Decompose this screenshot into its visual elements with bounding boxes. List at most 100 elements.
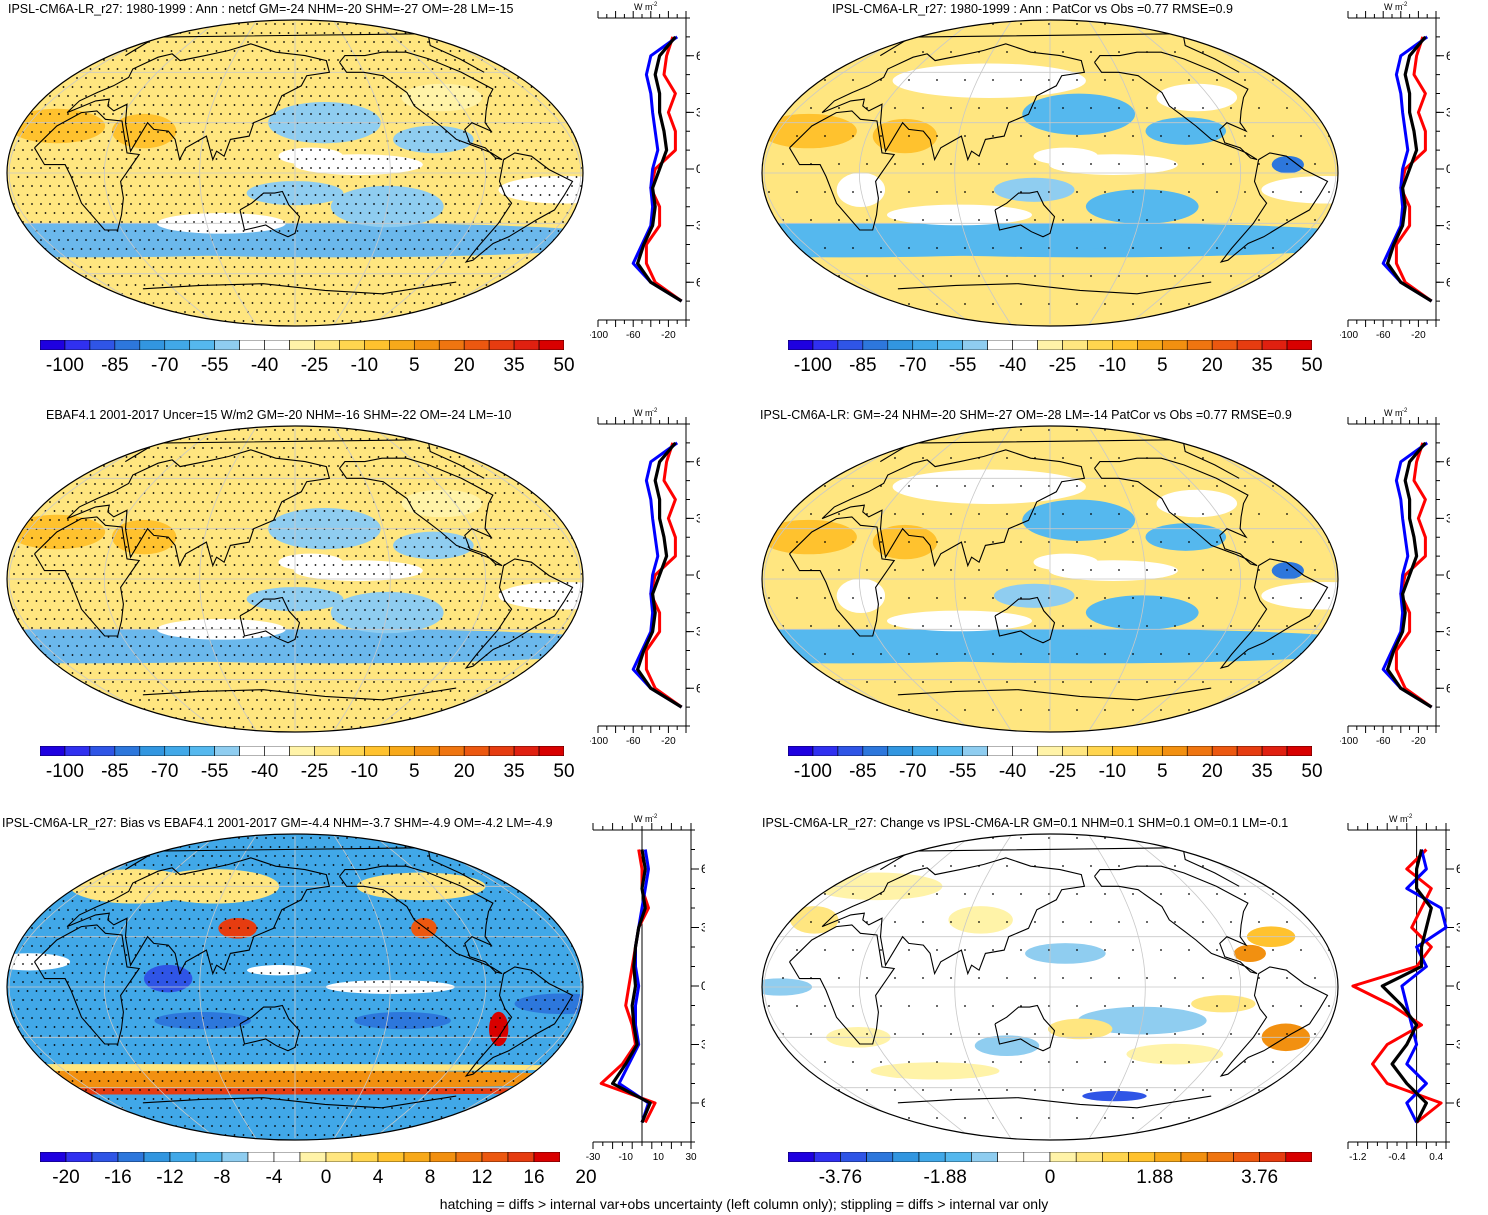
stipple-dot bbox=[1258, 219, 1260, 221]
stipple-dot bbox=[193, 23, 195, 25]
stipple-dot bbox=[377, 302, 380, 304]
stipple-dot bbox=[346, 77, 348, 79]
stipple-dot bbox=[768, 23, 770, 25]
stipple-dot bbox=[866, 163, 868, 165]
colorbar-tick-label: 5 bbox=[1156, 355, 1168, 376]
stipple-dot bbox=[238, 275, 240, 277]
stipple-dot bbox=[35, 158, 38, 160]
stipple-dot bbox=[355, 77, 357, 79]
stipple-dot bbox=[350, 438, 353, 440]
stipple-dot bbox=[116, 68, 119, 70]
stipple-dot bbox=[265, 257, 267, 259]
stipple-dot bbox=[355, 501, 357, 503]
stipple-dot bbox=[539, 104, 542, 106]
stipple-dot bbox=[224, 212, 227, 214]
stipple-dot bbox=[400, 573, 402, 575]
stipple-dot bbox=[13, 699, 15, 701]
stipple-dot bbox=[964, 79, 966, 81]
stipple-dot bbox=[31, 537, 33, 539]
stipple-dot bbox=[247, 501, 249, 503]
stipple-dot bbox=[296, 158, 299, 160]
stipple-dot bbox=[476, 86, 479, 88]
longitude-line bbox=[413, 21, 582, 325]
stipple-dot bbox=[139, 447, 141, 449]
stipple-dot bbox=[148, 717, 150, 719]
stipple-dot bbox=[436, 59, 438, 61]
stipple-dot bbox=[359, 230, 362, 232]
stipple-dot bbox=[22, 23, 24, 25]
field-contour bbox=[401, 83, 483, 112]
stipple-dot bbox=[22, 501, 24, 503]
stipple-dot bbox=[197, 212, 200, 214]
stipple-dot bbox=[422, 284, 425, 286]
stipple-dot bbox=[278, 492, 281, 494]
stipple-dot bbox=[355, 483, 357, 485]
lat-label: 60N bbox=[696, 49, 700, 63]
stipple-dot bbox=[1146, 219, 1148, 221]
stipple-dot bbox=[346, 221, 348, 223]
stipple-dot bbox=[130, 41, 132, 43]
stipple-dot bbox=[116, 474, 119, 476]
stipple-dot bbox=[575, 528, 578, 530]
stipple-dot bbox=[31, 699, 33, 701]
stipple-dot bbox=[377, 708, 380, 710]
stipple-dot bbox=[517, 239, 519, 241]
stipple-dot bbox=[247, 573, 249, 575]
stipple-dot bbox=[530, 708, 533, 710]
stipple-dot bbox=[1104, 247, 1106, 249]
stipple-dot bbox=[517, 23, 519, 25]
stipple-dot bbox=[539, 438, 542, 440]
stipple-dot bbox=[481, 663, 483, 665]
stipple-dot bbox=[310, 681, 312, 683]
stipple-dot bbox=[112, 555, 114, 557]
stipple-dot bbox=[53, 546, 56, 548]
stipple-dot bbox=[449, 438, 452, 440]
stipple-dot bbox=[31, 131, 33, 133]
stipple-dot bbox=[40, 239, 42, 241]
stipple-dot bbox=[260, 230, 263, 232]
stipple-dot bbox=[458, 438, 461, 440]
stipple-dot bbox=[548, 726, 551, 728]
stipple-dot bbox=[202, 23, 204, 25]
stipple-dot bbox=[265, 681, 267, 683]
stipple-dot bbox=[44, 266, 47, 268]
stipple-dot bbox=[499, 59, 501, 61]
stipple-dot bbox=[152, 320, 155, 322]
stipple-dot bbox=[251, 654, 254, 656]
stipple-dot bbox=[98, 636, 101, 638]
stipple-dot bbox=[310, 501, 312, 503]
stipple-dot bbox=[161, 672, 164, 674]
stipple-dot bbox=[166, 429, 168, 431]
stipple-dot bbox=[251, 492, 254, 494]
stipple-dot bbox=[278, 564, 281, 566]
stipple-dot bbox=[386, 50, 389, 52]
stipple-dot bbox=[458, 86, 461, 88]
stipple-dot bbox=[265, 167, 267, 169]
stipple-dot bbox=[548, 86, 551, 88]
stipple-dot bbox=[1118, 219, 1120, 221]
stipple-dot bbox=[170, 68, 173, 70]
stipple-dot bbox=[526, 185, 528, 187]
stipple-dot bbox=[427, 113, 429, 115]
stipple-dot bbox=[134, 582, 137, 584]
stipple-dot bbox=[530, 618, 533, 620]
stipple-dot bbox=[166, 645, 168, 647]
stipple-dot bbox=[229, 131, 231, 133]
stipple-dot bbox=[89, 50, 92, 52]
stipple-dot bbox=[539, 654, 542, 656]
stipple-dot bbox=[229, 555, 231, 557]
stipple-dot bbox=[427, 465, 429, 467]
stipple-dot bbox=[305, 86, 308, 88]
stipple-dot bbox=[215, 546, 218, 548]
stipple-dot bbox=[449, 690, 452, 692]
stipple-dot bbox=[265, 483, 267, 485]
stipple-dot bbox=[76, 429, 78, 431]
stipple-dot bbox=[125, 302, 128, 304]
stipple-dot bbox=[283, 663, 285, 665]
stipple-dot bbox=[283, 465, 285, 467]
colorbar-swatch bbox=[987, 340, 1013, 350]
stipple-dot bbox=[148, 59, 150, 61]
zonal-mean-plot: 60N30N030S60SW m-2-100-60-20 bbox=[590, 408, 700, 747]
stipple-dot bbox=[539, 474, 542, 476]
stipple-dot bbox=[94, 23, 96, 25]
